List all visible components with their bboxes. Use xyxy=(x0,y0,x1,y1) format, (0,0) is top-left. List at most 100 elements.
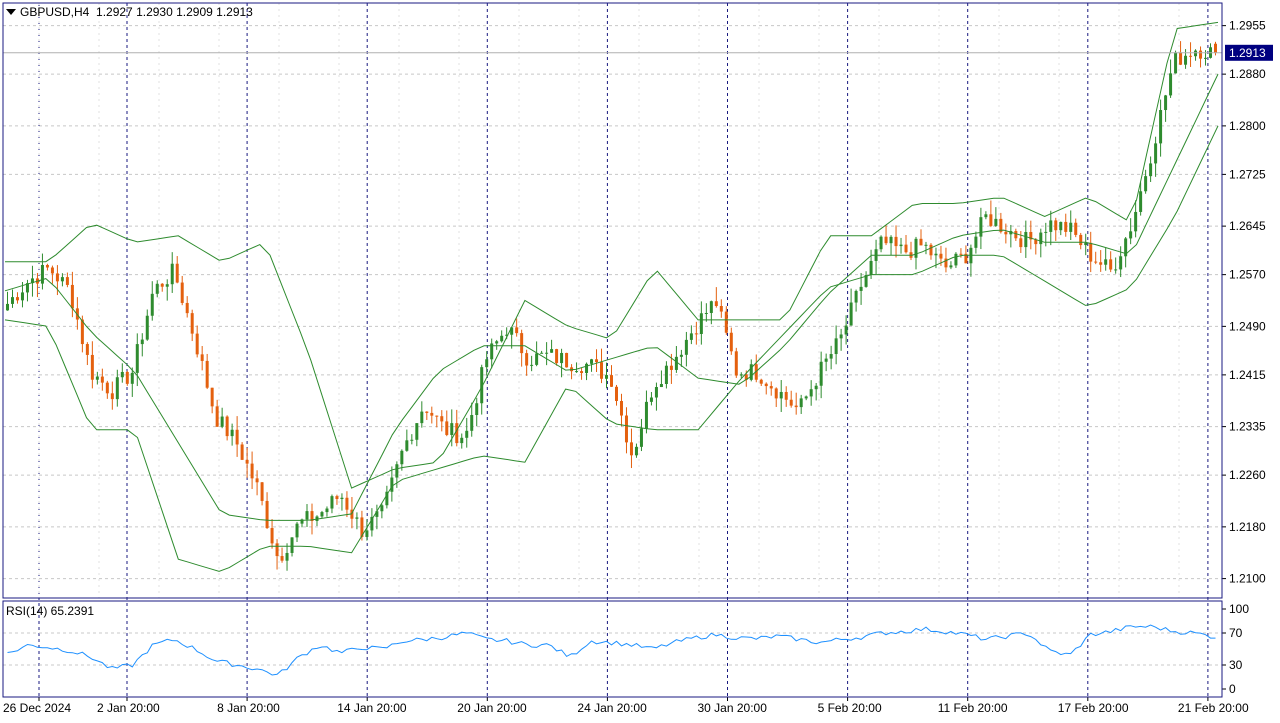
candle-body xyxy=(629,442,633,456)
candle-body xyxy=(844,325,848,335)
y-tick-label: 1.2645 xyxy=(1229,219,1266,233)
candle-body xyxy=(1049,220,1053,232)
candle-body xyxy=(505,334,509,336)
candle-body xyxy=(470,415,474,431)
candle-body xyxy=(849,302,853,326)
candle-body xyxy=(345,497,349,510)
candle-body xyxy=(864,274,868,287)
candle-body xyxy=(664,365,668,384)
candle-body xyxy=(1044,231,1048,233)
candle-body xyxy=(425,411,429,413)
candle-body xyxy=(644,401,648,429)
x-tick-label: 14 Jan 20:00 xyxy=(337,701,407,715)
candle-body xyxy=(340,497,344,500)
candle-body xyxy=(400,450,404,465)
candle-body xyxy=(510,327,514,335)
candle-body xyxy=(1059,221,1063,231)
candle-body xyxy=(535,353,539,365)
candle-body xyxy=(170,263,174,285)
candle-body xyxy=(25,283,29,293)
y-tick-label: 1.2180 xyxy=(1229,520,1266,534)
candle-body xyxy=(1079,234,1083,246)
y-tick-label: 1.2800 xyxy=(1229,119,1266,133)
price-pane-frame xyxy=(2,2,1223,599)
candle-body xyxy=(95,376,99,380)
candle-body xyxy=(989,214,993,226)
candle-body xyxy=(495,341,499,344)
bollinger-lower-band xyxy=(4,125,1219,572)
candle-body xyxy=(809,389,813,397)
candle-body xyxy=(1164,95,1168,111)
candle-body xyxy=(70,284,74,309)
candle-body xyxy=(834,338,838,355)
candle-body xyxy=(270,528,274,544)
candle-body xyxy=(220,416,224,427)
candle-body xyxy=(490,343,494,360)
candle-body xyxy=(415,423,419,440)
y-tick-label: 1.2955 xyxy=(1229,19,1266,33)
candle-body xyxy=(55,273,59,282)
candle-body xyxy=(1174,52,1178,74)
candle-body xyxy=(20,292,24,301)
candle-body xyxy=(1184,55,1188,65)
candle-body xyxy=(120,371,124,378)
candle-body xyxy=(360,517,364,537)
candle-body xyxy=(300,519,304,524)
candle-body xyxy=(859,286,863,291)
candle-body xyxy=(230,429,234,437)
candle-body xyxy=(1134,211,1138,232)
candle-body xyxy=(65,277,69,285)
candle-body xyxy=(929,244,933,256)
candle-body xyxy=(634,446,638,456)
candle-body xyxy=(600,362,604,379)
candle-body xyxy=(15,297,19,301)
candle-body xyxy=(260,482,264,501)
candle-body xyxy=(325,508,329,513)
candle-body xyxy=(460,437,464,444)
candle-body xyxy=(405,440,409,451)
candle-body xyxy=(575,371,579,373)
candle-body xyxy=(964,253,968,264)
candle-body xyxy=(759,379,763,384)
candle-body xyxy=(789,399,793,406)
candle-body xyxy=(485,359,489,368)
candle-body xyxy=(1154,143,1158,164)
candle-body xyxy=(440,416,444,422)
candle-body xyxy=(305,511,309,520)
candle-body xyxy=(954,253,958,266)
candle-body xyxy=(1074,222,1078,235)
candle-body xyxy=(724,311,728,333)
candle-body xyxy=(1179,52,1183,65)
candle-body xyxy=(100,376,104,383)
candle-body xyxy=(959,253,963,255)
candle-body xyxy=(1069,222,1073,232)
candle-body xyxy=(135,344,139,373)
candle-body xyxy=(235,429,239,445)
candle-body xyxy=(200,354,204,361)
collapse-triangle-icon[interactable] xyxy=(6,9,16,15)
candle-body xyxy=(689,333,693,340)
x-tick-label: 5 Feb 20:00 xyxy=(818,701,882,715)
candle-body xyxy=(310,511,314,522)
candle-body xyxy=(719,305,723,312)
candle-body xyxy=(944,258,948,268)
candle-body xyxy=(605,375,609,379)
candle-body xyxy=(30,278,34,284)
candle-body xyxy=(894,236,898,247)
candle-body xyxy=(385,491,389,506)
candle-body xyxy=(1189,55,1193,57)
candle-body xyxy=(934,253,938,256)
y-tick-label: 1.2725 xyxy=(1229,167,1266,181)
candle-body xyxy=(624,415,628,443)
candle-body xyxy=(889,236,893,244)
candle-body xyxy=(744,374,748,380)
candle-body xyxy=(614,386,618,401)
candle-body xyxy=(160,283,164,287)
candle-body xyxy=(355,517,359,519)
candle-body xyxy=(674,356,678,370)
candle-body xyxy=(550,349,554,353)
candle-body xyxy=(1124,238,1128,257)
candle-body xyxy=(515,327,519,334)
